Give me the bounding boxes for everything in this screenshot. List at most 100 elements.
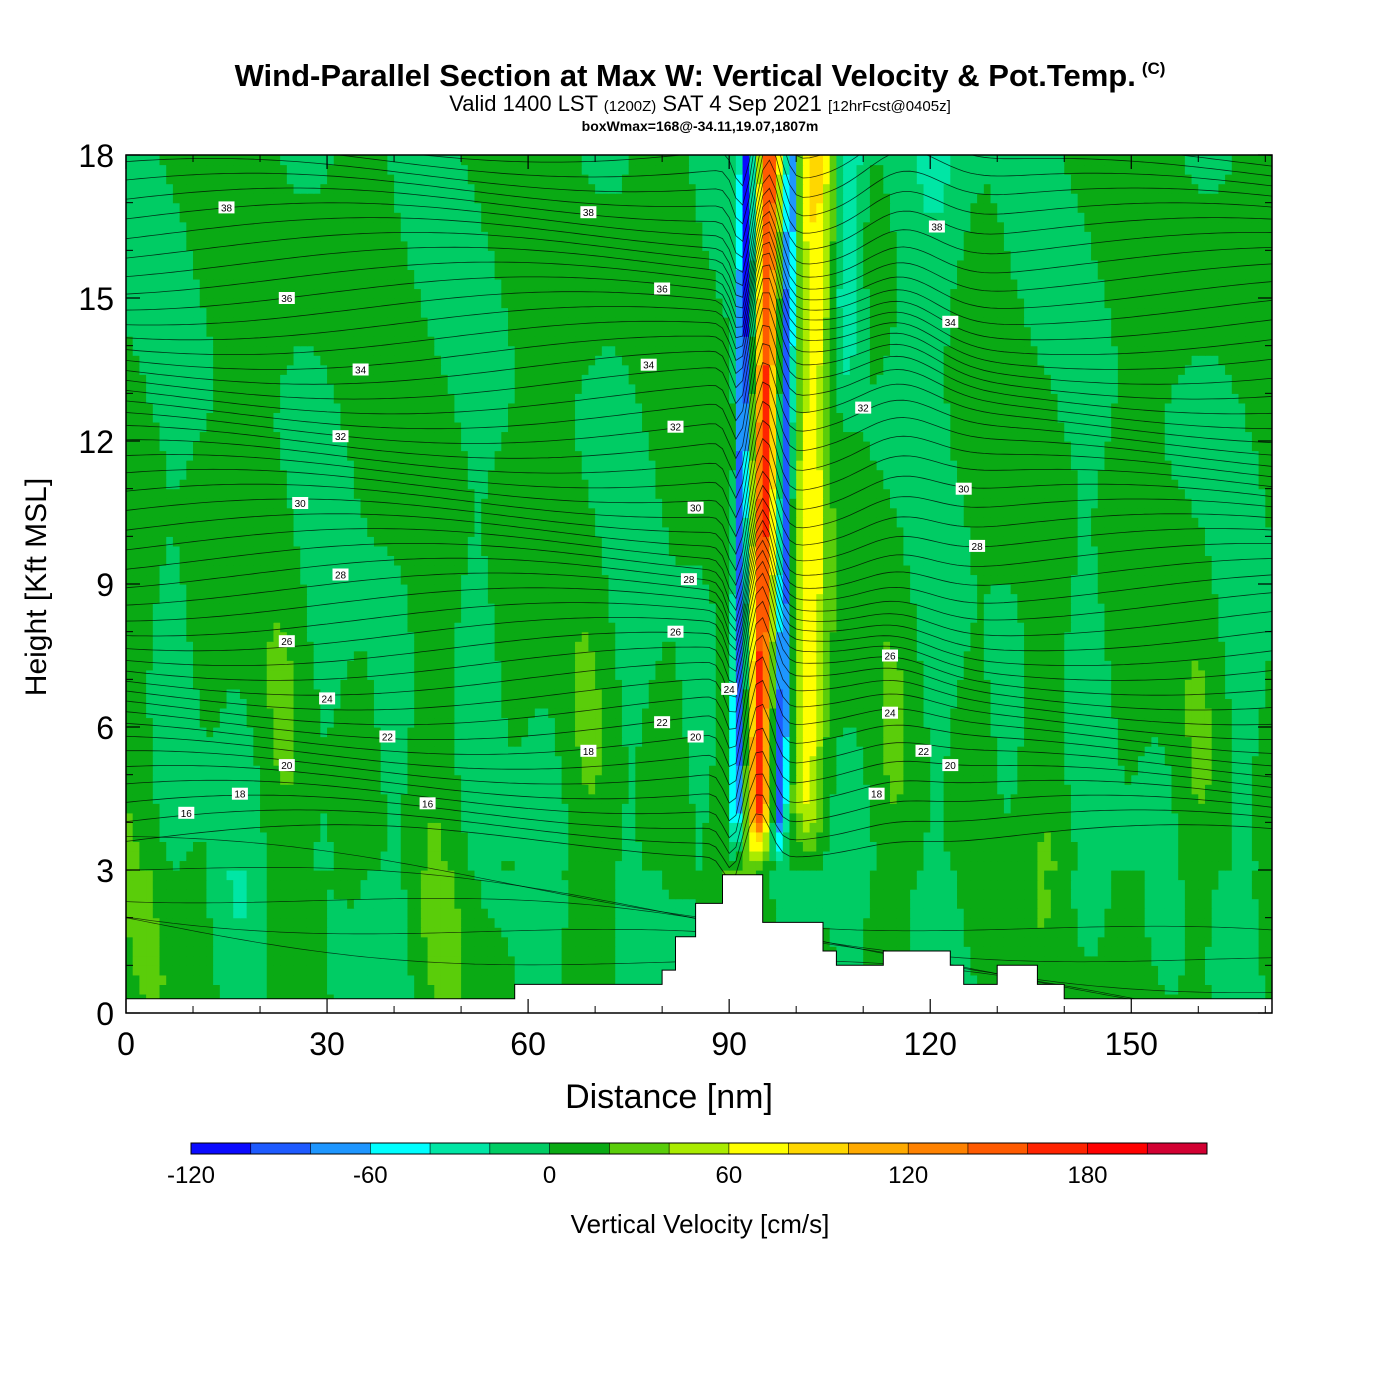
w-cell xyxy=(963,765,972,776)
w-cell xyxy=(1251,917,1260,928)
w-cell xyxy=(742,774,750,785)
w-cell xyxy=(1258,812,1266,823)
w-cell xyxy=(313,936,321,947)
w-cell xyxy=(1077,936,1085,947)
w-cell xyxy=(333,822,342,833)
w-cell xyxy=(186,889,194,900)
w-cell xyxy=(246,765,254,776)
w-cell xyxy=(327,898,335,909)
w-cell xyxy=(293,841,301,852)
w-cell xyxy=(1024,746,1032,757)
w-cell xyxy=(461,822,469,833)
w-cell xyxy=(1238,793,1246,804)
w-cell xyxy=(467,755,476,766)
w-cell xyxy=(755,765,764,776)
w-cell xyxy=(260,841,268,852)
w-cell xyxy=(890,784,898,795)
w-cell xyxy=(943,860,951,871)
w-cell xyxy=(1218,955,1226,966)
w-cell xyxy=(166,984,174,995)
w-cell xyxy=(749,793,757,804)
w-cell xyxy=(1164,736,1173,747)
w-cell xyxy=(568,946,576,957)
w-cell xyxy=(595,908,603,919)
w-cell xyxy=(380,850,388,862)
w-cell xyxy=(387,908,395,919)
w-cell xyxy=(394,974,402,985)
w-cell xyxy=(1064,889,1072,900)
w-cell xyxy=(1137,765,1146,776)
w-cell xyxy=(1084,755,1092,766)
w-cell xyxy=(642,784,650,795)
w-cell xyxy=(286,879,295,890)
w-cell xyxy=(293,784,301,795)
w-cell xyxy=(1070,860,1079,871)
w-cell xyxy=(802,736,811,747)
w-cell xyxy=(595,889,603,900)
w-cell xyxy=(1097,793,1106,804)
w-cell xyxy=(836,803,844,814)
w-cell xyxy=(1030,822,1039,833)
w-cell xyxy=(829,841,837,852)
w-cell xyxy=(1003,803,1012,814)
w-cell xyxy=(642,822,650,833)
w-cell xyxy=(923,831,931,842)
w-cell xyxy=(829,803,837,814)
w-cell xyxy=(246,908,254,919)
w-cell xyxy=(461,765,469,776)
w-cell xyxy=(461,974,469,985)
w-cell xyxy=(387,784,395,795)
w-cell xyxy=(715,889,724,900)
w-cell xyxy=(1258,946,1266,957)
w-cell xyxy=(970,917,978,928)
w-cell xyxy=(387,803,395,814)
w-cell xyxy=(1231,917,1240,928)
w-cell xyxy=(950,784,958,795)
w-cell xyxy=(1218,974,1226,985)
w-cell xyxy=(300,803,308,814)
w-cell xyxy=(541,812,549,823)
w-cell xyxy=(414,803,422,814)
w-cell xyxy=(353,831,362,842)
w-cell xyxy=(1070,793,1079,804)
w-cell xyxy=(809,803,817,814)
w-cell xyxy=(635,879,643,890)
w-cell xyxy=(139,803,147,814)
w-cell xyxy=(293,898,301,909)
w-cell xyxy=(353,927,362,938)
w-cell xyxy=(327,850,335,862)
w-cell xyxy=(179,908,187,919)
w-cell xyxy=(635,927,643,938)
w-cell xyxy=(159,946,167,957)
w-cell xyxy=(688,822,697,833)
w-cell xyxy=(213,841,221,852)
w-cell xyxy=(132,965,140,976)
w-cell xyxy=(849,765,858,776)
w-cell xyxy=(896,898,904,909)
w-cell xyxy=(1010,917,1018,928)
w-cell xyxy=(508,965,516,976)
w-cell xyxy=(1131,774,1139,785)
w-cell xyxy=(1144,965,1152,976)
w-cell xyxy=(313,955,321,966)
w-cell xyxy=(802,841,811,852)
w-cell xyxy=(380,812,388,823)
w-cell xyxy=(461,812,469,823)
w-cell xyxy=(367,803,375,814)
w-cell xyxy=(461,898,469,909)
w-cell xyxy=(816,870,824,881)
w-cell xyxy=(179,727,187,738)
w-cell xyxy=(454,803,462,814)
w-cell xyxy=(159,908,167,919)
w-cell xyxy=(762,860,770,871)
w-cell xyxy=(306,908,315,919)
w-cell xyxy=(394,898,402,909)
w-cell xyxy=(152,965,161,976)
w-cell xyxy=(353,755,362,766)
w-cell xyxy=(1164,974,1173,985)
w-cell xyxy=(581,812,590,823)
w-cell xyxy=(903,879,911,890)
w-cell xyxy=(1184,965,1193,976)
w-cell xyxy=(273,946,281,957)
w-cell xyxy=(541,974,549,985)
